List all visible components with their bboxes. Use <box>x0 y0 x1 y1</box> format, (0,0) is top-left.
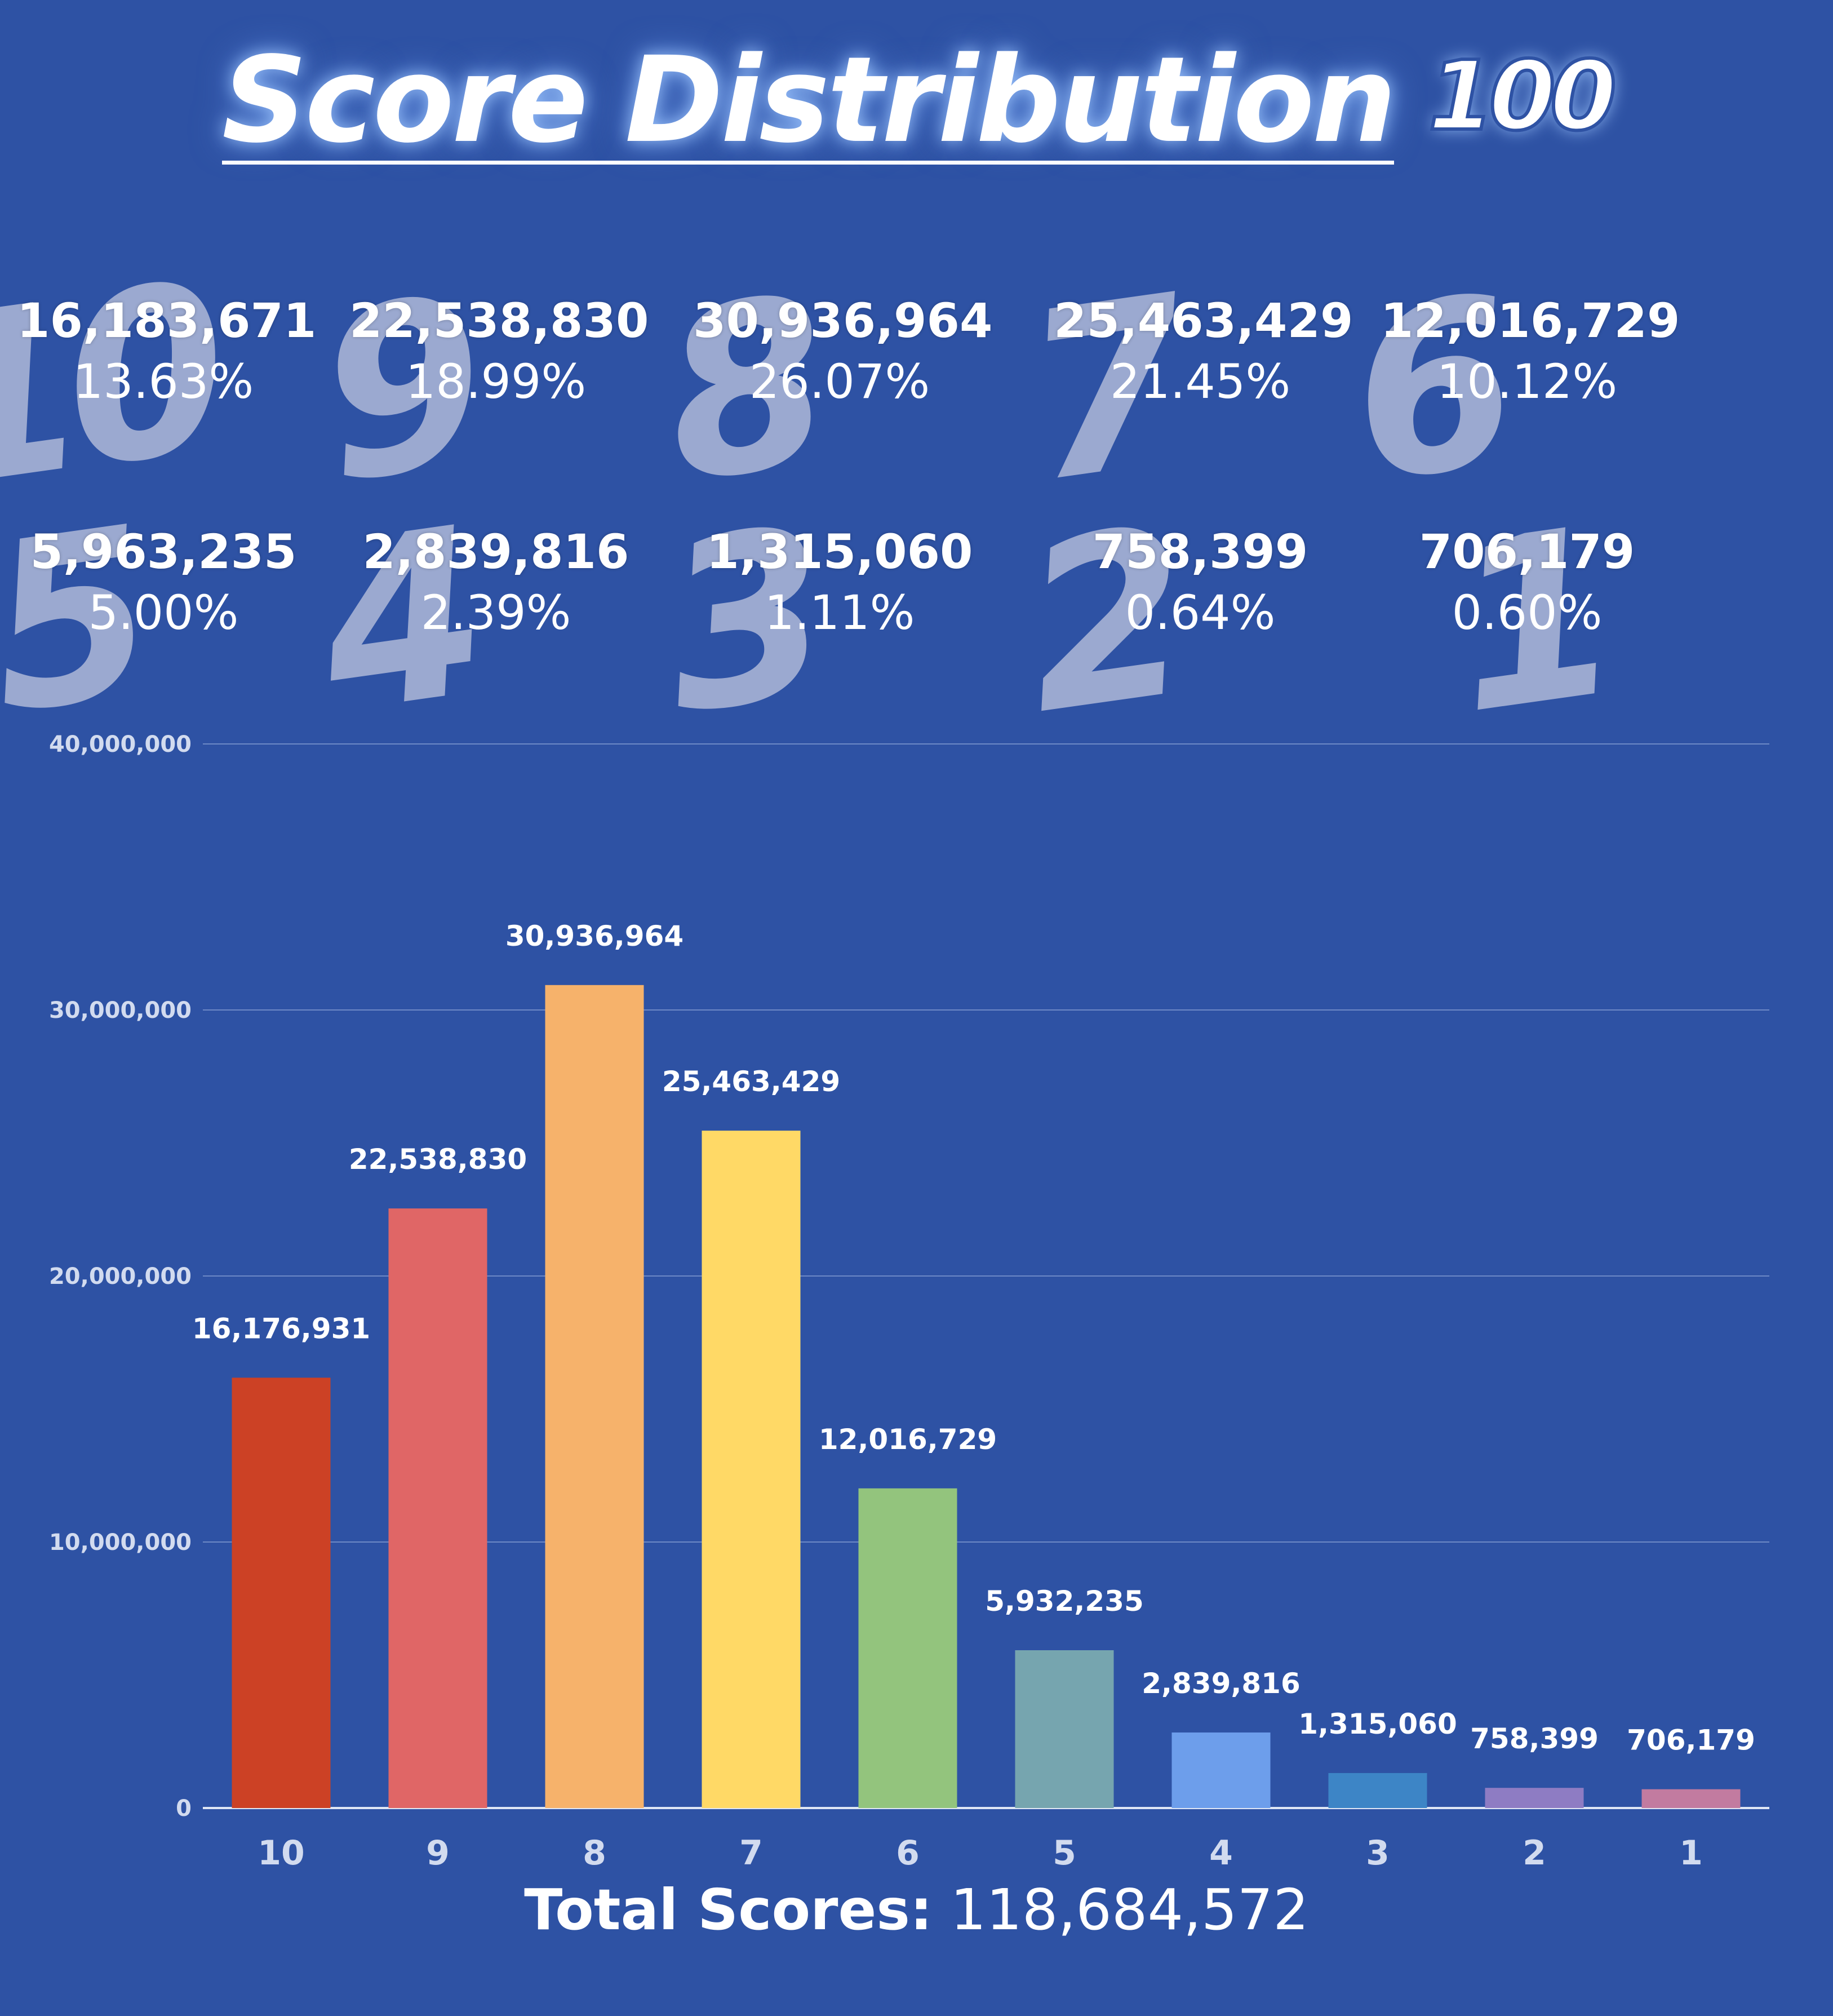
score-stat-3: 3 1,315,060 1.11% <box>649 478 986 765</box>
score-stat-percent: 26.07% <box>749 354 930 409</box>
title-block: Score Distribution 100 <box>0 39 1833 165</box>
y-tick-label: 0 <box>176 1796 192 1822</box>
y-tick-label: 20,000,000 <box>49 1264 192 1290</box>
bar-data-label: 706,179 <box>1627 1724 1755 1757</box>
score-stat-percent: 0.60% <box>1452 585 1603 640</box>
bar-data-label: 2,839,816 <box>1142 1667 1301 1700</box>
score-stat-percent: 18.99% <box>405 354 587 409</box>
score-stat-count: 16,183,671 <box>17 293 317 348</box>
score-stat-8: 8 30,936,964 26.07% <box>649 247 993 534</box>
score-stat-percent: 10.12% <box>1436 354 1618 409</box>
bar-data-label: 16,176,931 <box>192 1312 370 1345</box>
score-stat-4: 4 2,839,816 2.39% <box>305 478 642 765</box>
bar <box>858 1488 957 1808</box>
bar-data-label: 22,538,830 <box>349 1143 527 1176</box>
bar <box>232 1377 331 1808</box>
x-tick-label: 8 <box>583 1833 606 1873</box>
x-tick-label: 7 <box>739 1833 763 1873</box>
total-scores: Total Scores: 118,684,572 <box>0 1877 1833 1943</box>
total-scores-value: 118,684,572 <box>950 1877 1309 1943</box>
bar-data-label: 30,936,964 <box>505 920 684 952</box>
page-title: Score Distribution <box>221 31 1396 169</box>
bar-data-label: 25,463,429 <box>662 1065 840 1098</box>
bar <box>388 1208 487 1808</box>
score-stat-count: 12,016,729 <box>1381 293 1680 348</box>
total-scores-label: Total Scores: <box>524 1877 933 1943</box>
score-stat-percent: 21.45% <box>1109 354 1291 409</box>
score-stat-6: 6 12,016,729 10.12% <box>1337 247 1680 534</box>
score-stat-percent: 1.11% <box>764 585 915 640</box>
score-stat-count: 1,315,060 <box>706 524 973 579</box>
x-tick-label: 6 <box>896 1833 920 1873</box>
y-tick-label: 40,000,000 <box>49 732 192 757</box>
x-tick-label: 2 <box>1523 1833 1546 1873</box>
score-stat-percent: 13.63% <box>73 354 254 409</box>
bar-data-label: 5,932,235 <box>985 1585 1144 1618</box>
score-stat-9: 9 22,538,830 18.99% <box>305 247 649 534</box>
score-stat-1: 1 706,179 0.60% <box>1381 478 1674 765</box>
bar-data-label: 1,315,060 <box>1298 1708 1457 1740</box>
bar <box>702 1131 801 1808</box>
score-stat-2: 2 758,399 0.64% <box>1010 478 1347 765</box>
x-tick-label: 5 <box>1053 1833 1076 1873</box>
hundred-points-icon: 100 <box>1426 39 1618 154</box>
x-tick-label: 4 <box>1209 1833 1233 1873</box>
score-stat-count: 706,179 <box>1419 524 1635 579</box>
score-stat-count: 22,538,830 <box>349 293 649 348</box>
bar <box>1171 1732 1271 1808</box>
score-stat-percent: 2.39% <box>420 585 571 640</box>
score-stat-count: 5,963,235 <box>30 524 297 579</box>
score-stat-10: 10 16,183,671 13.63% <box>0 233 317 540</box>
x-tick-label: 9 <box>426 1833 450 1873</box>
score-stat-percent: 5.00% <box>88 585 239 640</box>
bar-data-label: 12,016,729 <box>819 1423 997 1456</box>
score-stat-count: 30,936,964 <box>693 293 993 348</box>
y-tick-label: 10,000,000 <box>49 1530 192 1556</box>
score-stat-count: 25,463,429 <box>1054 293 1353 348</box>
bar <box>1485 1788 1584 1808</box>
x-tick-label: 10 <box>258 1833 305 1873</box>
x-tick-label: 3 <box>1366 1833 1390 1873</box>
y-tick-label: 30,000,000 <box>49 998 192 1023</box>
score-stat-percent: 0.64% <box>1125 585 1276 640</box>
bar <box>1328 1773 1427 1808</box>
score-stat-5: 5 5,963,235 5.00% <box>0 478 310 765</box>
bar <box>545 985 644 1808</box>
score-stat-7: 7 25,463,429 21.45% <box>1010 247 1353 534</box>
bar <box>1015 1650 1114 1808</box>
x-tick-label: 1 <box>1679 1833 1703 1873</box>
bar <box>1641 1789 1741 1808</box>
score-stat-count: 758,399 <box>1092 524 1308 579</box>
bar-data-label: 758,399 <box>1470 1722 1599 1755</box>
score-stat-count: 2,839,816 <box>362 524 629 579</box>
